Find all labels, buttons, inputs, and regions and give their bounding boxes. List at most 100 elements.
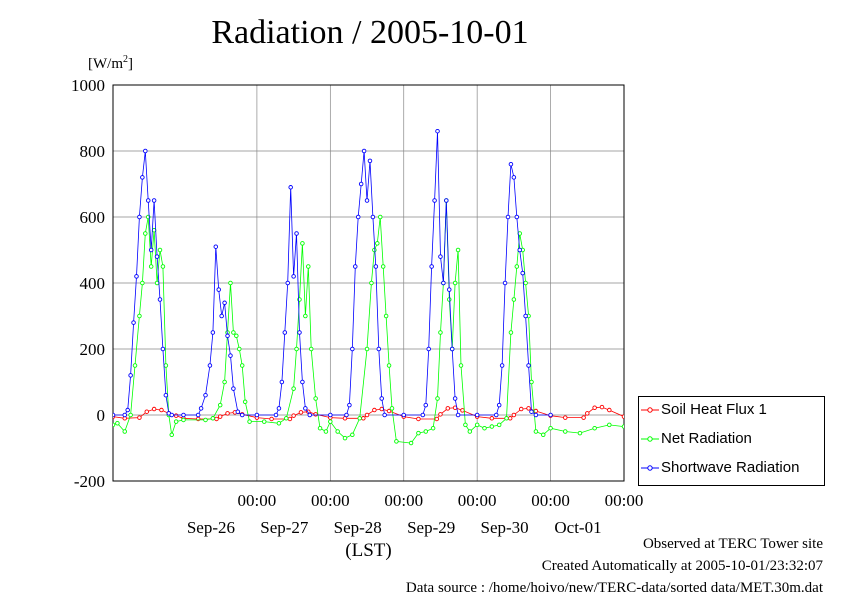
data-point-series-2 xyxy=(496,402,502,408)
data-point-series-1 xyxy=(523,280,528,286)
legend-marker-blue xyxy=(641,465,659,471)
data-point-series-1 xyxy=(592,425,597,431)
y-tick-label: 0 xyxy=(97,406,106,425)
data-point-series-1 xyxy=(143,231,148,236)
data-point-series-2 xyxy=(145,198,151,203)
data-point-series-2 xyxy=(228,353,233,358)
data-point-series-2 xyxy=(347,402,352,408)
legend-marker-red xyxy=(641,407,659,413)
series-line-1 xyxy=(113,200,624,444)
data-point-series-1 xyxy=(350,432,355,438)
data-point-series-2 xyxy=(225,333,230,339)
data-point-series-2 xyxy=(376,346,382,352)
data-point-series-1 xyxy=(308,346,314,352)
series-line-0 xyxy=(113,406,624,420)
chart-legend: Soil Heat Flux 1 Net Radiation Shortwave… xyxy=(638,396,825,486)
data-point-series-2 xyxy=(514,214,520,220)
data-point-series-0 xyxy=(592,405,597,410)
data-point-series-0 xyxy=(434,416,440,422)
data-point-series-1 xyxy=(303,313,308,319)
data-point-series-2 xyxy=(444,198,449,203)
data-point-series-0 xyxy=(313,412,318,417)
data-point-series-1 xyxy=(163,363,169,368)
legend-item-shortwave-radiation: Shortwave Radiation xyxy=(639,458,824,478)
data-point-series-1 xyxy=(375,241,380,246)
x-tick-time-label: 00:00 xyxy=(458,491,497,510)
data-point-series-2 xyxy=(361,148,367,154)
data-point-series-0 xyxy=(581,415,586,420)
y-tick-label: 800 xyxy=(80,142,106,161)
data-point-series-2 xyxy=(382,412,387,418)
x-tick-time-label: 00:00 xyxy=(605,491,644,510)
data-point-series-2 xyxy=(279,379,285,385)
data-point-series-1 xyxy=(357,416,362,421)
data-point-series-1 xyxy=(122,429,127,434)
data-point-series-2 xyxy=(219,313,224,319)
data-point-series-0 xyxy=(225,411,230,416)
data-point-series-2 xyxy=(207,363,213,368)
data-point-series-2 xyxy=(122,412,127,418)
data-point-series-0 xyxy=(379,406,384,412)
data-point-series-1 xyxy=(529,379,534,385)
footer-site: Observed at TERC Tower site xyxy=(642,536,823,552)
data-point-series-1 xyxy=(113,422,116,428)
data-point-series-2 xyxy=(529,409,534,414)
data-point-series-2 xyxy=(447,287,452,292)
data-point-series-2 xyxy=(517,247,522,253)
data-point-series-0 xyxy=(372,407,377,413)
data-point-series-0 xyxy=(445,406,451,411)
data-point-series-2 xyxy=(355,214,361,220)
data-point-series-2 xyxy=(154,254,160,259)
data-point-series-0 xyxy=(518,406,524,412)
data-point-series-1 xyxy=(496,422,502,428)
data-point-series-2 xyxy=(455,412,461,418)
data-point-series-1 xyxy=(173,419,179,424)
x-tick-date-label: Sep-30 xyxy=(480,518,528,537)
data-point-series-2 xyxy=(449,346,455,352)
data-point-series-1 xyxy=(435,396,440,401)
data-point-series-1 xyxy=(474,422,480,428)
data-point-series-2 xyxy=(235,409,241,414)
data-point-series-2 xyxy=(494,412,499,418)
data-point-series-1 xyxy=(228,280,233,286)
data-point-series-2 xyxy=(505,214,511,220)
data-point-series-0 xyxy=(585,411,590,416)
x-tick-date-label: Sep-26 xyxy=(187,518,235,537)
data-point-series-1 xyxy=(514,264,520,269)
footer-created: Created Automatically at 2005-10-01/23:3… xyxy=(541,558,823,574)
data-point-series-2 xyxy=(364,198,370,203)
data-point-series-2 xyxy=(291,274,296,279)
data-point-series-2 xyxy=(344,412,349,418)
legend-label: Net Radiation xyxy=(661,430,752,447)
data-point-series-1 xyxy=(463,422,468,428)
data-point-series-1 xyxy=(621,424,624,429)
data-point-series-1 xyxy=(423,429,429,434)
data-point-series-1 xyxy=(154,280,160,286)
data-point-series-1 xyxy=(160,264,166,269)
data-point-series-1 xyxy=(284,416,289,421)
data-point-series-1 xyxy=(300,241,305,246)
data-point-series-1 xyxy=(467,429,473,434)
data-point-series-2 xyxy=(143,148,148,154)
data-point-series-1 xyxy=(438,330,443,335)
data-point-series-1 xyxy=(380,264,386,269)
data-point-series-1 xyxy=(482,425,487,431)
data-point-series-2 xyxy=(134,274,139,279)
data-point-series-2 xyxy=(499,363,505,368)
data-point-series-2 xyxy=(222,300,227,306)
data-point-series-2 xyxy=(239,412,245,418)
data-point-series-1 xyxy=(317,425,323,431)
chart-title: Radiation / 2005-10-01 xyxy=(211,14,529,51)
data-point-series-1 xyxy=(217,402,223,408)
data-point-series-1 xyxy=(128,412,133,418)
data-point-series-0 xyxy=(533,408,539,414)
data-point-series-2 xyxy=(203,392,208,398)
data-point-series-1 xyxy=(239,363,245,368)
data-point-series-1 xyxy=(377,214,383,220)
data-point-series-1 xyxy=(181,417,186,423)
series-line-2 xyxy=(113,131,551,416)
data-point-series-2 xyxy=(128,373,133,378)
legend-label: Soil Heat Flux 1 xyxy=(661,401,767,418)
data-point-series-2 xyxy=(508,161,514,167)
data-point-series-1 xyxy=(416,430,421,436)
